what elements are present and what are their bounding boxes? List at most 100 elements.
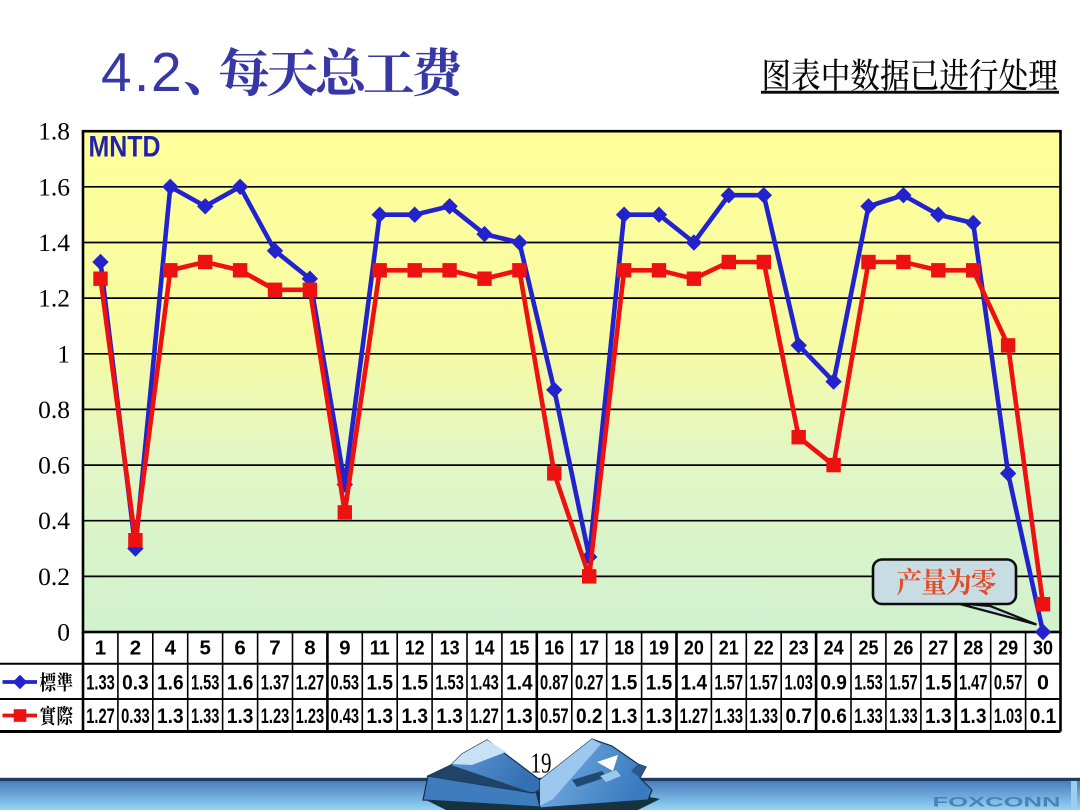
svg-text:1: 1	[57, 339, 70, 368]
svg-text:0: 0	[57, 618, 70, 647]
svg-text:0.27: 0.27	[575, 671, 604, 695]
svg-text:1.6: 1.6	[157, 671, 184, 695]
svg-text:4: 4	[101, 41, 132, 103]
svg-text:1.53: 1.53	[191, 671, 220, 695]
svg-text:1.3: 1.3	[436, 704, 463, 728]
svg-text:0.6: 0.6	[38, 451, 70, 480]
svg-text:1.6: 1.6	[227, 671, 254, 695]
svg-text:18: 18	[614, 636, 634, 659]
svg-text:5: 5	[199, 636, 210, 659]
svg-text:26: 26	[893, 636, 913, 659]
svg-text:.: .	[134, 41, 149, 103]
svg-text:1.4: 1.4	[506, 671, 533, 695]
svg-text:9: 9	[339, 636, 350, 659]
svg-text:1.27: 1.27	[680, 704, 709, 728]
svg-text:1.3: 1.3	[960, 704, 987, 728]
svg-text:23: 23	[789, 636, 809, 659]
svg-text:20: 20	[684, 636, 704, 659]
svg-text:21: 21	[719, 636, 739, 659]
svg-text:MNTD: MNTD	[89, 131, 161, 164]
svg-text:0.57: 0.57	[994, 671, 1023, 695]
svg-text:24: 24	[824, 636, 845, 659]
svg-text:1.3: 1.3	[925, 704, 952, 728]
svg-text:29: 29	[998, 636, 1018, 659]
svg-text:1.5: 1.5	[646, 671, 673, 695]
svg-text:30: 30	[1033, 636, 1053, 659]
svg-text:1.3: 1.3	[366, 704, 393, 728]
svg-text:1.03: 1.03	[994, 704, 1023, 728]
svg-text:1: 1	[95, 636, 106, 659]
svg-text:0.6: 0.6	[820, 704, 847, 728]
svg-text:27: 27	[928, 636, 948, 659]
svg-text:2: 2	[130, 636, 141, 659]
svg-text:15: 15	[509, 636, 529, 659]
svg-text:1.53: 1.53	[435, 671, 464, 695]
svg-text:1.5: 1.5	[366, 671, 393, 695]
svg-text:11: 11	[370, 636, 390, 659]
svg-text:1.5: 1.5	[925, 671, 952, 695]
svg-text:1.47: 1.47	[959, 671, 988, 695]
svg-text:12: 12	[405, 636, 425, 659]
svg-text:19: 19	[531, 749, 552, 780]
svg-text:1.57: 1.57	[750, 671, 779, 695]
svg-text:14: 14	[475, 636, 496, 659]
svg-text:1.3: 1.3	[401, 704, 428, 728]
svg-text:6: 6	[234, 636, 245, 659]
svg-text:0.3: 0.3	[122, 671, 149, 695]
svg-text:0.9: 0.9	[820, 671, 847, 695]
svg-text:0.8: 0.8	[38, 395, 70, 424]
svg-text:1.33: 1.33	[191, 704, 220, 728]
svg-text:1.43: 1.43	[470, 671, 499, 695]
svg-text:1.3: 1.3	[227, 704, 254, 728]
svg-text:1.27: 1.27	[470, 704, 499, 728]
svg-text:1.33: 1.33	[889, 704, 918, 728]
svg-text:28: 28	[963, 636, 983, 659]
svg-text:1.27: 1.27	[86, 704, 115, 728]
svg-text:1.37: 1.37	[261, 671, 290, 695]
svg-text:1.53: 1.53	[854, 671, 883, 695]
svg-text:1.33: 1.33	[750, 704, 779, 728]
svg-text:0.1: 0.1	[1030, 704, 1057, 728]
svg-text:1.33: 1.33	[86, 671, 115, 695]
svg-text:1.4: 1.4	[681, 671, 708, 695]
svg-text:1.6: 1.6	[38, 172, 70, 201]
svg-text:1.3: 1.3	[157, 704, 184, 728]
svg-text:4: 4	[165, 636, 177, 659]
svg-text:1.8: 1.8	[38, 117, 70, 146]
svg-text:0: 0	[1037, 671, 1049, 695]
svg-text:0.2: 0.2	[38, 562, 70, 591]
svg-text:1.5: 1.5	[611, 671, 638, 695]
svg-text:FOXCONN: FOXCONN	[933, 794, 1061, 810]
svg-text:16: 16	[544, 636, 564, 659]
svg-text:0.2: 0.2	[576, 704, 603, 728]
svg-text:1.23: 1.23	[296, 704, 325, 728]
svg-text:1.3: 1.3	[611, 704, 638, 728]
svg-text:0.53: 0.53	[331, 671, 360, 695]
svg-text:0.7: 0.7	[785, 704, 812, 728]
svg-text:0.33: 0.33	[121, 704, 150, 728]
svg-text:1.03: 1.03	[784, 671, 813, 695]
svg-text:1.23: 1.23	[261, 704, 290, 728]
svg-text:17: 17	[579, 636, 599, 659]
svg-text:1.4: 1.4	[38, 228, 70, 257]
svg-text:1.2: 1.2	[38, 284, 70, 313]
svg-text:1.27: 1.27	[296, 671, 325, 695]
svg-text:1.57: 1.57	[889, 671, 918, 695]
svg-text:1.5: 1.5	[401, 671, 428, 695]
svg-text:0.43: 0.43	[331, 704, 360, 728]
svg-text:7: 7	[269, 636, 280, 659]
svg-text:1.33: 1.33	[854, 704, 883, 728]
svg-text:0.57: 0.57	[540, 704, 569, 728]
svg-text:22: 22	[754, 636, 774, 659]
svg-text:1.57: 1.57	[715, 671, 744, 695]
svg-text:1.3: 1.3	[506, 704, 533, 728]
svg-text:8: 8	[304, 636, 315, 659]
svg-text:0.4: 0.4	[38, 506, 70, 535]
svg-text:1.33: 1.33	[715, 704, 744, 728]
svg-text:2: 2	[151, 41, 182, 103]
svg-text:19: 19	[649, 636, 669, 659]
svg-text:1.3: 1.3	[646, 704, 673, 728]
svg-text:0.87: 0.87	[540, 671, 569, 695]
svg-text:13: 13	[440, 636, 460, 659]
svg-text:25: 25	[859, 636, 879, 659]
